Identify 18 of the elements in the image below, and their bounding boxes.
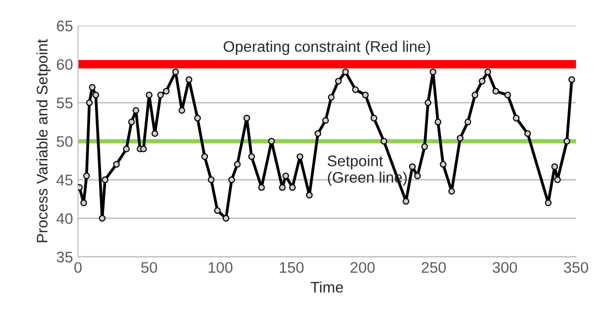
y-tick-label: 40 (56, 213, 73, 224)
x-tick-label: 0 (74, 262, 82, 273)
ref-line-label: Operating constraint (Red line) (224, 40, 430, 55)
x-tick-label: 50 (141, 262, 158, 273)
x-tick-label: 300 (492, 262, 518, 273)
y-tick-label: 45 (56, 174, 72, 186)
y-tick-label: 65 (56, 20, 72, 32)
x-tick-label: 350 (564, 262, 588, 273)
y-axis-title: Process Variable and Setpoint (36, 39, 51, 242)
y-tick-label: 50 (56, 136, 73, 147)
x-tick-label: 200 (350, 262, 375, 273)
y-tick-label: 55 (56, 98, 72, 108)
y-tick-label: 60 (56, 59, 73, 70)
y-tick-label: 35 (56, 252, 72, 262)
x-tick-label: 250 (422, 262, 446, 273)
x-tick-label: 150 (280, 262, 304, 273)
x-axis-title: Time (310, 281, 344, 293)
x-tick-label: 100 (208, 262, 232, 273)
